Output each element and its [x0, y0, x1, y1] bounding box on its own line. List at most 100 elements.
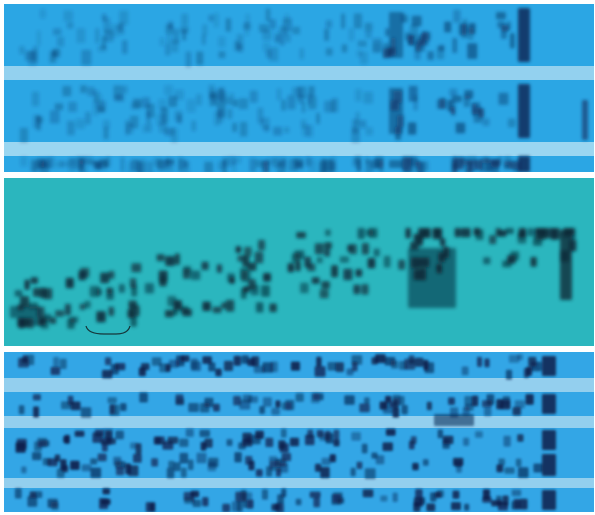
gel-band	[454, 461, 463, 468]
gel-band	[102, 369, 113, 379]
gel-band	[179, 452, 189, 464]
gel-band	[55, 160, 63, 168]
gel-band	[421, 30, 427, 44]
gel-band	[133, 453, 142, 463]
gel-band	[170, 127, 178, 143]
gel-band	[27, 318, 34, 329]
gel-band	[316, 257, 323, 264]
gel-band	[275, 400, 281, 408]
lane-gap	[4, 66, 594, 80]
gel-band	[56, 36, 65, 47]
gel-band	[120, 403, 127, 411]
gel-band	[415, 160, 421, 172]
gel-band	[436, 490, 444, 498]
gel-band	[362, 489, 374, 498]
gel-band	[190, 490, 200, 498]
lane-gap	[4, 378, 594, 392]
gel-band	[359, 403, 370, 413]
gel-band	[118, 284, 125, 293]
gel-band	[110, 364, 119, 375]
gel-band	[247, 262, 257, 271]
gel-band	[14, 290, 23, 297]
gel-band	[235, 246, 242, 253]
gel-band	[173, 462, 181, 472]
gel-band	[483, 257, 491, 265]
gel-band	[18, 318, 25, 329]
gel-band	[475, 431, 483, 438]
gel-band	[201, 34, 206, 45]
gel-band	[215, 368, 222, 377]
gel-band	[105, 156, 111, 168]
gel-band	[484, 407, 492, 417]
gel-band	[324, 242, 332, 249]
gel-band	[367, 258, 376, 269]
gel-band	[78, 270, 87, 281]
gel-band	[414, 357, 424, 367]
gel-band	[301, 101, 306, 113]
gel-band	[361, 243, 369, 255]
gel-band	[463, 95, 471, 107]
lane-gap	[4, 416, 594, 428]
gel-band	[530, 257, 537, 267]
gel-band	[43, 314, 52, 322]
gel-band	[196, 452, 207, 464]
gel-band	[287, 263, 295, 273]
gel-band	[95, 93, 103, 108]
gel-band	[142, 97, 150, 109]
gel-band	[360, 51, 368, 65]
gel-band	[261, 285, 270, 297]
gel-band	[148, 160, 154, 172]
gel-band	[398, 259, 406, 270]
gel-band	[114, 94, 125, 102]
gel-band	[454, 228, 461, 238]
gel-band	[517, 434, 524, 442]
gel-band	[101, 13, 107, 22]
gel-band	[464, 160, 473, 172]
gel-band	[174, 89, 184, 100]
gel-band	[96, 106, 105, 113]
gel-band	[279, 35, 285, 46]
gel-band	[482, 489, 490, 500]
gel-band	[33, 114, 41, 129]
gel-band	[244, 492, 253, 500]
gel-band	[359, 120, 367, 128]
gel-band	[339, 256, 349, 263]
gel-band	[274, 503, 281, 511]
gel-band	[21, 466, 27, 474]
gel-band	[52, 28, 62, 36]
gel-band	[100, 272, 110, 284]
gel-band	[208, 457, 219, 468]
gel-band	[218, 51, 226, 59]
gel-band	[108, 306, 115, 316]
gel-band	[496, 464, 504, 473]
gel-band	[185, 428, 194, 437]
gel-band	[314, 243, 324, 255]
gel-band	[34, 441, 42, 452]
gel-band	[331, 98, 339, 113]
gel-band	[101, 35, 107, 50]
gel-band	[245, 456, 253, 465]
gel-band	[335, 362, 344, 372]
gel-band	[75, 118, 86, 129]
gel-band	[356, 461, 363, 469]
gel-band	[542, 394, 556, 414]
gel-band	[16, 438, 27, 450]
gel-band	[54, 103, 64, 111]
gel-band	[202, 301, 211, 311]
gel-band	[330, 157, 337, 172]
gel-band	[284, 13, 290, 24]
gel-band	[518, 467, 529, 478]
gel-band	[116, 467, 125, 476]
gel-band	[62, 465, 69, 473]
gel-band	[528, 356, 537, 367]
gel-band	[542, 490, 556, 510]
gel-band	[24, 279, 30, 290]
gel-band	[24, 51, 35, 61]
gel-band	[159, 122, 168, 133]
gel-band	[168, 21, 174, 30]
band-group	[19, 8, 588, 172]
gel-band	[19, 46, 25, 55]
gel-band	[482, 400, 492, 408]
gel-band	[66, 22, 74, 29]
gel-band	[30, 277, 38, 284]
